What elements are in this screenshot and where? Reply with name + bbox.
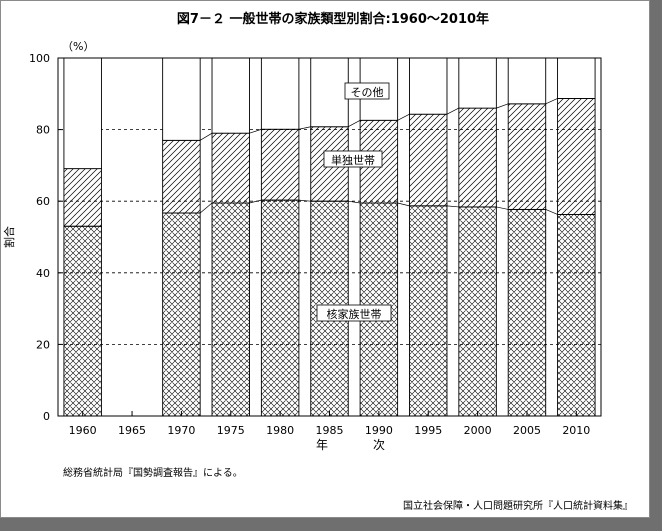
x-tick-label: 1985 [316,424,344,437]
x-tick-label: 1995 [414,424,442,437]
bar-segment-nuclear [557,213,596,417]
x-tick-label: 1960 [69,424,97,437]
connector-line [545,98,558,105]
connector-line [298,126,311,130]
y-tick-label: 60 [36,195,50,208]
bar-segment-single [409,113,448,207]
plot-frame [57,57,602,417]
bar-segment-other [260,57,300,130]
bar-segment-single [211,132,250,204]
bar-segment-single [458,107,497,208]
bar-segment-nuclear [260,199,300,417]
bar-segment-nuclear [63,225,102,417]
svg-text:単独世帯: 単独世帯 [331,153,375,167]
bar-segment-nuclear [458,206,497,417]
bar-segment-other [63,57,102,170]
x-tick-label: 1970 [167,424,195,437]
connector-line [348,200,361,204]
connector-line [496,103,509,109]
x-tick-label: 1965 [118,424,146,437]
y-tick-label: 100 [29,52,50,65]
bar-segment-other [507,57,547,105]
x-ticks: 1960 1965 1970 1975 1980 1985 1990 1995 2000 2005… [69,411,590,437]
chart-title: 図7－２ 一般世帯の家族類型別割合:1960～2010年 [177,11,489,27]
bar-segment-single [162,139,201,214]
bar-segment-other [211,57,250,134]
y-tick-label: 20 [36,338,50,351]
y-ticks: 0 20 40 60 80 100 [29,52,63,423]
bar-segment-other [310,57,349,128]
series-label-single: 単独世帯 [323,150,383,168]
bar-segment-other [409,57,448,115]
source-note-right: 国立社会保障・人口問題研究所『人口統計資料集』 [403,499,633,512]
connector-line [199,132,213,141]
connector-line [496,206,509,210]
connector-line [446,107,459,115]
bar-segment-other [557,57,596,99]
x-tick-label: 1980 [266,424,294,437]
bar-segment-single [63,168,102,227]
bar-segment-nuclear [211,202,250,417]
bar-segment-nuclear [162,212,201,417]
chart-card: 図7－２ 一般世帯の家族類型別割合:1960～2010年 （%） 割合 0 20 4… [0,0,650,518]
svg-text:その他: その他 [351,86,384,99]
svg-text:核家族世帯: 核家族世帯 [327,307,382,321]
series-label-nuclear: 核家族世帯 [316,304,392,322]
bar-segment-single [507,103,547,210]
connector-line [298,199,311,202]
x-tick-label: 2005 [513,424,541,437]
x-tick-label: 2010 [562,424,590,437]
x-axis-label-year: 年 [316,438,328,452]
bar-segment-other [162,57,201,141]
series-label-other: その他 [344,82,390,100]
y-tick-label: 0 [43,410,50,423]
x-tick-label: 1990 [365,424,393,437]
connector-line [545,209,558,215]
x-tick-label: 1975 [217,424,245,437]
connector-line [348,119,361,128]
x-axis-label-order: 次 [373,438,385,452]
connector-line [397,113,410,121]
bars-group [63,57,596,417]
bar-segment-nuclear [409,205,448,417]
connector-line [249,128,262,134]
bar-segment-nuclear [507,208,547,417]
bar-segment-single [260,128,300,201]
bar-segment-other [458,57,497,109]
bar-segment-single [557,98,596,215]
connector-line [249,199,262,204]
source-note-left: 総務省統計局『国勢調査報告』による。 [63,466,243,479]
y-axis-label: 割合 [2,226,16,248]
y-tick-label: 80 [36,124,50,137]
connector-line [397,202,410,207]
y-tick-label: 40 [36,267,50,280]
unit-label: （%） [62,40,94,53]
x-tick-label: 2000 [464,424,492,437]
connector-line [446,205,459,208]
connector-line [199,202,213,214]
